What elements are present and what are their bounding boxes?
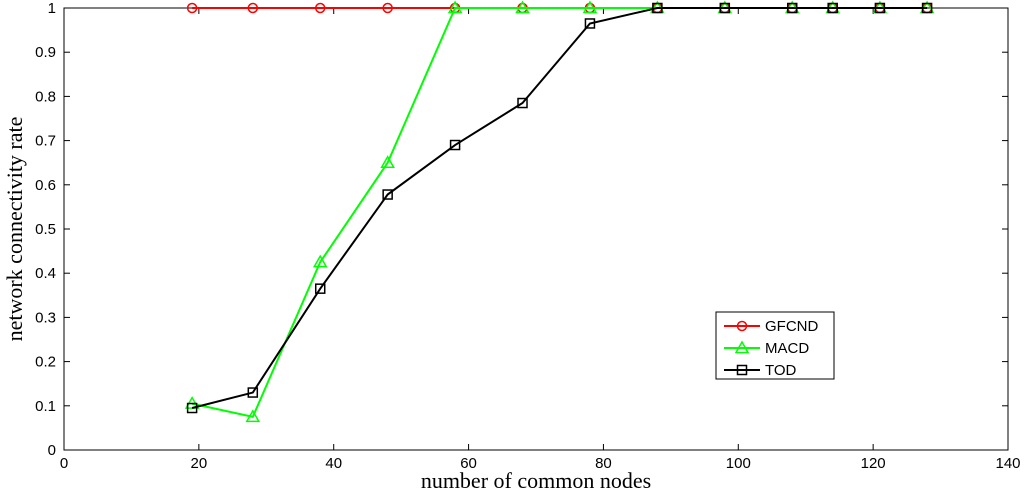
series-tod <box>186 2 933 414</box>
data-point <box>582 0 598 14</box>
data-point <box>874 2 886 14</box>
y-tick-label: 0.5 <box>35 221 56 238</box>
y-tick-label: 0.8 <box>35 88 56 105</box>
data-point <box>719 2 731 14</box>
data-point <box>827 2 838 14</box>
y-tick-label: 1 <box>48 0 56 17</box>
data-point <box>786 2 798 14</box>
x-tick-label: 80 <box>595 455 612 472</box>
legend-box <box>715 311 835 380</box>
data-point <box>314 283 326 294</box>
data-point <box>247 387 259 398</box>
data-point <box>312 254 328 268</box>
y-tick-label: 0.2 <box>35 354 56 371</box>
y-tick-label: 0.6 <box>35 177 56 194</box>
y-tick-label: 0.7 <box>35 133 56 150</box>
legend-marker <box>734 340 750 354</box>
data-point <box>652 2 663 14</box>
x-tick-label: 20 <box>191 455 208 472</box>
legend: GFCND MACD TOD <box>715 311 835 380</box>
series-line-tod <box>191 7 928 409</box>
legend-item-tod: TOD <box>724 362 797 379</box>
legend-marker <box>736 364 748 376</box>
x-axis-title: number of common nodes <box>421 468 651 493</box>
y-tick-label: 0.3 <box>35 309 56 326</box>
y-axis-title: network connectivity rate <box>2 117 27 342</box>
y-tick-label: 0.1 <box>35 398 56 415</box>
x-tick-label: 140 <box>995 455 1020 472</box>
data-point <box>584 18 596 29</box>
x-tick-label: 120 <box>861 455 886 472</box>
legend-label: MACD <box>765 340 809 357</box>
legend-items: GFCND MACD TOD <box>724 318 818 379</box>
x-tick-label: 100 <box>726 455 751 472</box>
data-point <box>186 2 198 14</box>
data-point <box>314 2 326 14</box>
data-point <box>921 2 933 14</box>
data-point <box>449 139 461 151</box>
x-tick-label: 60 <box>460 455 477 472</box>
legend-label: TOD <box>765 362 797 379</box>
data-point <box>380 155 395 168</box>
data-point <box>517 97 528 109</box>
legend-item-gfcnd: GFCND <box>724 318 818 335</box>
legend-item-macd: MACD <box>724 340 809 357</box>
x-tick-label: 40 <box>325 455 342 472</box>
data-point <box>447 0 463 14</box>
data-point <box>382 2 393 14</box>
legend-marker <box>736 320 748 332</box>
legend-label: GFCND <box>765 318 818 335</box>
data-point <box>186 402 198 414</box>
x-tick-label: 0 <box>60 455 68 472</box>
data-point <box>515 0 530 14</box>
plot-area <box>63 7 1009 451</box>
data-point <box>245 409 261 423</box>
data-point <box>247 2 259 14</box>
y-tick-label: 0.4 <box>35 265 56 282</box>
series-layer <box>184 0 935 423</box>
y-tick-label: 0 <box>48 442 56 459</box>
y-tick-label: 0.9 <box>35 44 56 61</box>
data-point <box>382 189 393 200</box>
axis-tick-labels: 0 20 40 60 80 100 120 140 0 0.1 0.2 0.3 0.4 0.5 0.6 0.7… <box>35 0 1020 472</box>
